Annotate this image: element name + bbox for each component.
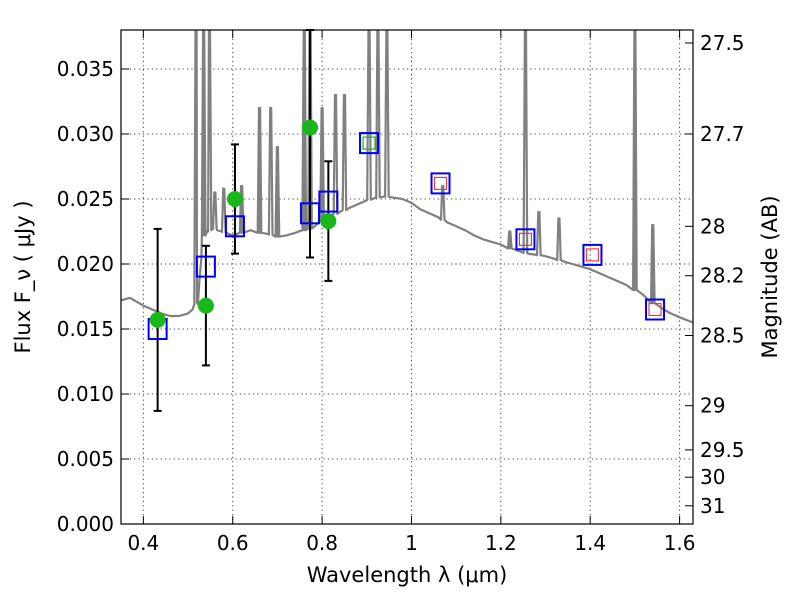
y-tick-label: 0.000 (57, 512, 114, 536)
right-tick-label: 28.5 (700, 324, 745, 348)
inner-square-marker (518, 232, 533, 246)
x-tick-label: 1.4 (574, 531, 606, 555)
inner-square-marker (585, 248, 600, 262)
right-tick-label: 31 (700, 494, 725, 518)
x-tick-label: 1.6 (664, 531, 696, 555)
model-square-marker (515, 228, 536, 251)
model-square-marker (582, 243, 603, 266)
y-tick-label: 0.020 (57, 252, 114, 276)
right-tick-label: 30 (700, 465, 725, 489)
x-tick-label: 1.2 (485, 531, 517, 555)
y-tick-label: 0.005 (57, 447, 114, 471)
y-tick-label: 0.015 (57, 317, 114, 341)
left-y-axis-label: Flux F_ν ( μJy ) (11, 200, 36, 353)
x-tick-label: 0.8 (306, 531, 338, 555)
model-square-marker (224, 215, 245, 238)
x-axis-label: Wavelength λ (μm) (307, 563, 508, 587)
y-tick-label: 0.025 (57, 187, 114, 211)
observed-point-marker (149, 311, 166, 328)
right-tick-label: 29 (700, 394, 725, 418)
right-tick-label: 28.2 (700, 264, 745, 288)
inner-square-marker (433, 176, 448, 190)
model-square-marker (645, 298, 666, 321)
spectrum-line (121, 30, 693, 324)
right-tick-label: 28 (700, 214, 725, 238)
observed-point-marker (320, 213, 337, 230)
right-tick-label: 27.7 (700, 122, 745, 146)
right-tick-label: 29.5 (700, 438, 745, 462)
x-tick-label: 1 (405, 531, 418, 555)
x-tick-label: 0.6 (217, 531, 249, 555)
plot-inner (121, 30, 693, 324)
axes: 0.4 0.6 0.8 1 1.2 1.4 1.6 0.000 0.005 0.010 0.015 0… (57, 30, 745, 555)
y-tick-label: 0.035 (57, 57, 114, 81)
y-tick-label: 0.030 (57, 122, 114, 146)
model-square-marker (195, 255, 216, 278)
right-tick-label: 27.5 (700, 31, 745, 55)
model-square-marker (430, 172, 451, 195)
model-square-marker (300, 202, 321, 225)
model-square-marker (318, 190, 339, 213)
inner-square-marker (648, 302, 662, 317)
right-y-axis-label: Magnitude (AB) (758, 195, 782, 358)
observed-point-marker (226, 191, 243, 207)
observed-point-marker (197, 297, 214, 314)
inner-square-marker (362, 136, 376, 150)
x-tick-label: 0.4 (127, 531, 159, 555)
observed-point-marker (302, 119, 319, 136)
grid-layer (121, 30, 693, 524)
model-square-marker (359, 132, 380, 155)
plot-area (121, 29, 693, 412)
y-tick-label: 0.010 (57, 382, 114, 406)
plot-frame (120, 29, 694, 525)
